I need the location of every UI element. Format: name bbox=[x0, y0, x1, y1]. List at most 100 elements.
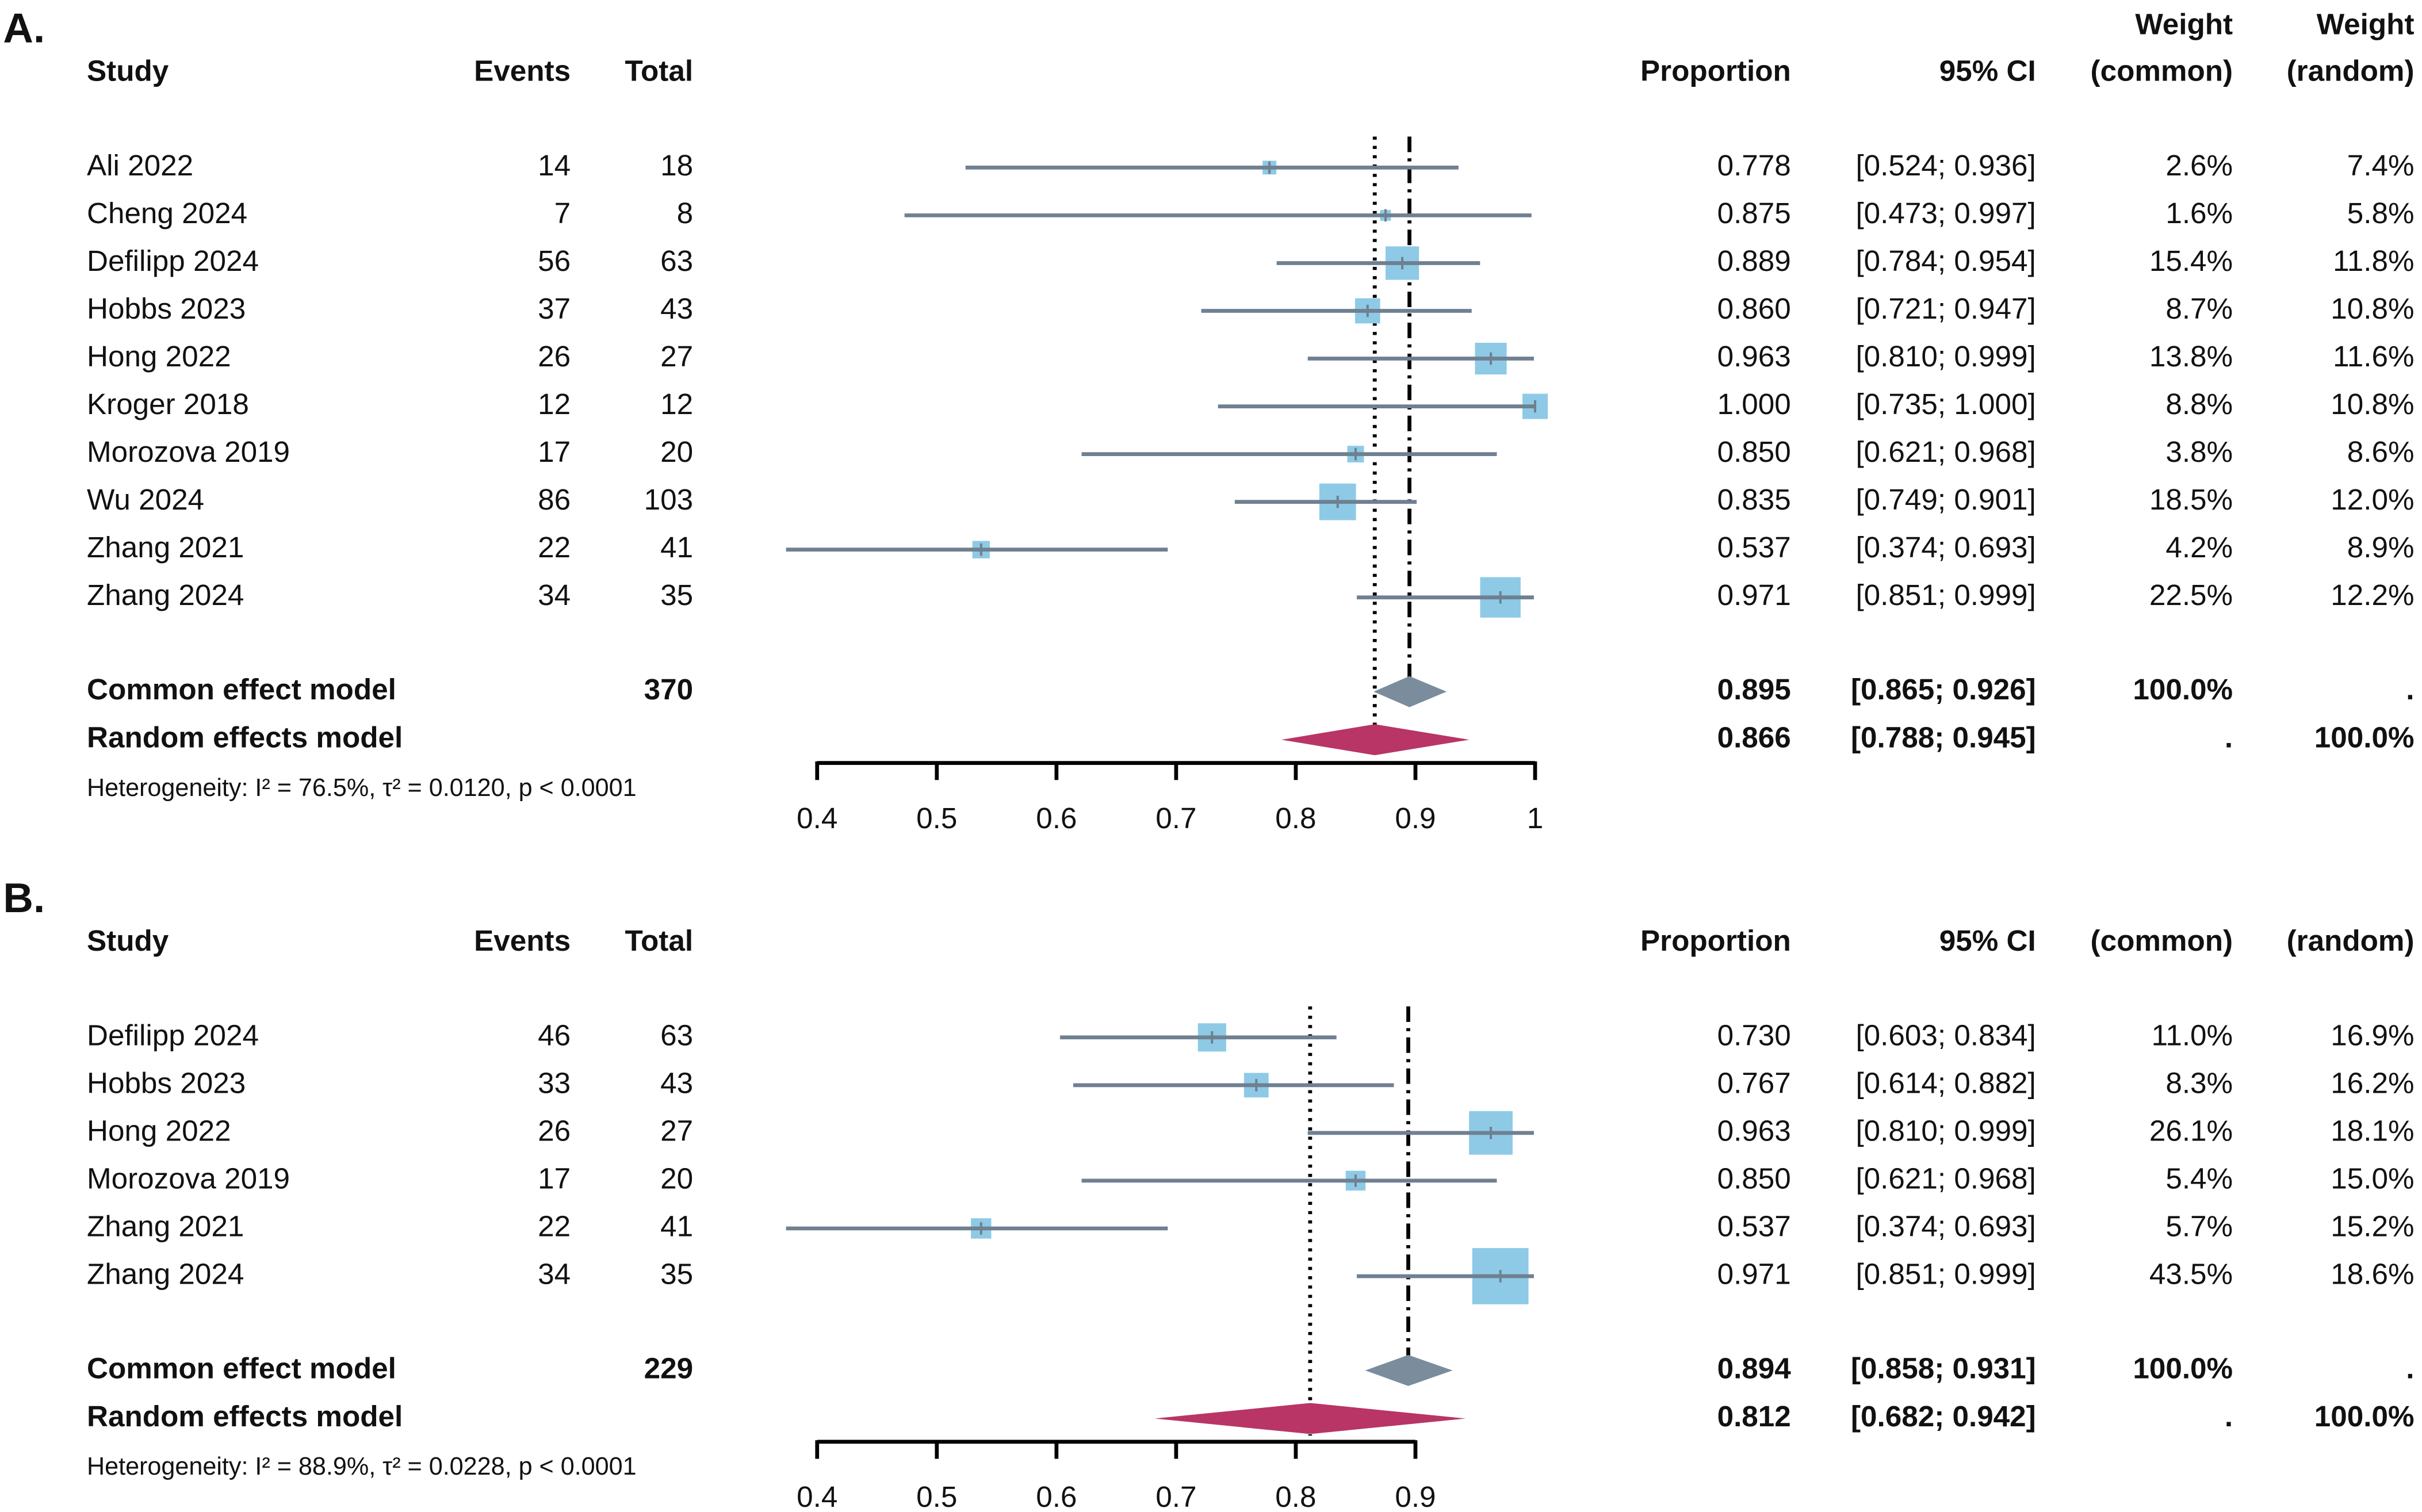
total: 20 bbox=[660, 1162, 693, 1195]
events: 17 bbox=[538, 435, 571, 468]
total: 63 bbox=[660, 244, 693, 277]
x-tick-label: 0.9 bbox=[1395, 802, 1436, 835]
study-name: Defilipp 2024 bbox=[87, 1019, 259, 1051]
panel-label: A. bbox=[3, 5, 45, 51]
study-name: Cheng 2024 bbox=[87, 197, 247, 229]
ci: [0.735; 1.000] bbox=[1855, 388, 2035, 420]
ci: [0.374; 0.693] bbox=[1855, 531, 2035, 564]
header: (random) bbox=[2287, 54, 2415, 87]
weight-common: 13.8% bbox=[2149, 340, 2233, 373]
events: 22 bbox=[538, 1209, 571, 1242]
events: 14 bbox=[538, 149, 571, 182]
study-name: Wu 2024 bbox=[87, 483, 204, 516]
weight-common: 8.8% bbox=[2165, 388, 2233, 420]
x-tick-label: 0.6 bbox=[1036, 802, 1077, 835]
ci: [0.621; 0.968] bbox=[1855, 1162, 2035, 1195]
events: 22 bbox=[538, 531, 571, 564]
random-diamond bbox=[1154, 1403, 1466, 1434]
study-name: Morozova 2019 bbox=[87, 1162, 290, 1195]
ci: [0.621; 0.968] bbox=[1855, 435, 2035, 468]
study-name: Kroger 2018 bbox=[87, 388, 249, 420]
model-label: Common effect model bbox=[87, 1352, 396, 1384]
model-label: Common effect model bbox=[87, 673, 396, 706]
weight-random: 5.8% bbox=[2347, 197, 2415, 229]
events: 33 bbox=[538, 1066, 571, 1099]
weight-common: 11.0% bbox=[2152, 1019, 2233, 1051]
ci: [0.473; 0.997] bbox=[1855, 197, 2035, 229]
proportion: 0.537 bbox=[1717, 531, 1791, 564]
weight-random: 10.8% bbox=[2331, 292, 2414, 325]
heterogeneity: Heterogeneity: I² = 76.5%, τ² = 0.0120, … bbox=[87, 774, 637, 802]
model-weight: 100.0% bbox=[2133, 673, 2233, 706]
header: 95% CI bbox=[1939, 54, 2036, 87]
study-name: Hong 2022 bbox=[87, 1114, 231, 1147]
weight-common: 43.5% bbox=[2149, 1258, 2233, 1291]
x-tick-label: 0.4 bbox=[797, 802, 837, 835]
weight-common: 8.7% bbox=[2165, 292, 2233, 325]
study-name: Zhang 2024 bbox=[87, 1258, 244, 1291]
ci: [0.810; 0.999] bbox=[1855, 1114, 2035, 1147]
study-name: Ali 2022 bbox=[87, 149, 193, 182]
x-tick-label: 0.4 bbox=[797, 1480, 837, 1512]
x-tick-label: 0.5 bbox=[916, 1480, 957, 1512]
common-diamond bbox=[1373, 676, 1447, 707]
proportion: 0.835 bbox=[1717, 483, 1791, 516]
model-label: Random effects model bbox=[87, 1400, 403, 1433]
x-tick-label: 0.8 bbox=[1275, 1480, 1316, 1512]
proportion: 0.963 bbox=[1717, 1114, 1791, 1147]
total: 27 bbox=[660, 1114, 693, 1147]
total: 41 bbox=[660, 531, 693, 564]
events: 7 bbox=[554, 197, 571, 229]
weight-random: 18.6% bbox=[2331, 1258, 2414, 1291]
header: (common) bbox=[2091, 924, 2233, 957]
model-weight: . bbox=[2225, 1400, 2233, 1433]
weight-random: 16.9% bbox=[2331, 1019, 2414, 1051]
study-name: Zhang 2021 bbox=[87, 1209, 244, 1242]
weight-random: 12.2% bbox=[2331, 579, 2414, 611]
proportion: 0.963 bbox=[1717, 340, 1791, 373]
ci: [0.851; 0.999] bbox=[1855, 1258, 2035, 1291]
study-name: Zhang 2021 bbox=[87, 531, 244, 564]
proportion: 0.850 bbox=[1717, 1162, 1791, 1195]
events: 12 bbox=[538, 388, 571, 420]
weight-common: 5.4% bbox=[2165, 1162, 2233, 1195]
proportion: 0.537 bbox=[1717, 1209, 1791, 1242]
heterogeneity: Heterogeneity: I² = 88.9%, τ² = 0.0228, … bbox=[87, 1453, 637, 1480]
header: Study bbox=[87, 54, 169, 87]
proportion: 0.778 bbox=[1717, 149, 1791, 182]
model-weight: . bbox=[2225, 721, 2233, 754]
weight-random: 8.6% bbox=[2347, 435, 2415, 468]
model-ci: [0.788; 0.945] bbox=[1851, 721, 2036, 754]
weight-common: 26.1% bbox=[2149, 1114, 2233, 1147]
proportion: 0.767 bbox=[1717, 1066, 1791, 1099]
total: 8 bbox=[677, 197, 694, 229]
header: (common) bbox=[2091, 54, 2233, 87]
total: 20 bbox=[660, 435, 693, 468]
study-name: Defilipp 2024 bbox=[87, 244, 259, 277]
header: Study bbox=[87, 924, 169, 957]
header: Proportion bbox=[1640, 54, 1791, 87]
model-weight: 100.0% bbox=[2314, 721, 2415, 754]
ci: [0.603; 0.834] bbox=[1855, 1019, 2035, 1051]
x-tick-label: 0.8 bbox=[1275, 802, 1316, 835]
ci: [0.374; 0.693] bbox=[1855, 1209, 2035, 1242]
weight-random: 8.9% bbox=[2347, 531, 2415, 564]
ci: [0.784; 0.954] bbox=[1855, 244, 2035, 277]
study-name: Hobbs 2023 bbox=[87, 292, 246, 325]
total: 35 bbox=[660, 579, 693, 611]
header: Proportion bbox=[1640, 924, 1791, 957]
proportion: 1.000 bbox=[1717, 388, 1791, 420]
model-weight: . bbox=[2406, 673, 2414, 706]
model-weight: . bbox=[2406, 1352, 2414, 1384]
total: 63 bbox=[660, 1019, 693, 1051]
ci: [0.524; 0.936] bbox=[1855, 149, 2035, 182]
weight-common: 4.2% bbox=[2165, 531, 2233, 564]
panel-label: B. bbox=[3, 875, 45, 921]
model-ci: [0.858; 0.931] bbox=[1851, 1352, 2036, 1384]
weight-common: 5.7% bbox=[2165, 1209, 2233, 1242]
events: 46 bbox=[538, 1019, 571, 1051]
x-tick-label: 0.5 bbox=[916, 802, 957, 835]
study-name: Morozova 2019 bbox=[87, 435, 290, 468]
events: 56 bbox=[538, 244, 571, 277]
total: 41 bbox=[660, 1209, 693, 1242]
